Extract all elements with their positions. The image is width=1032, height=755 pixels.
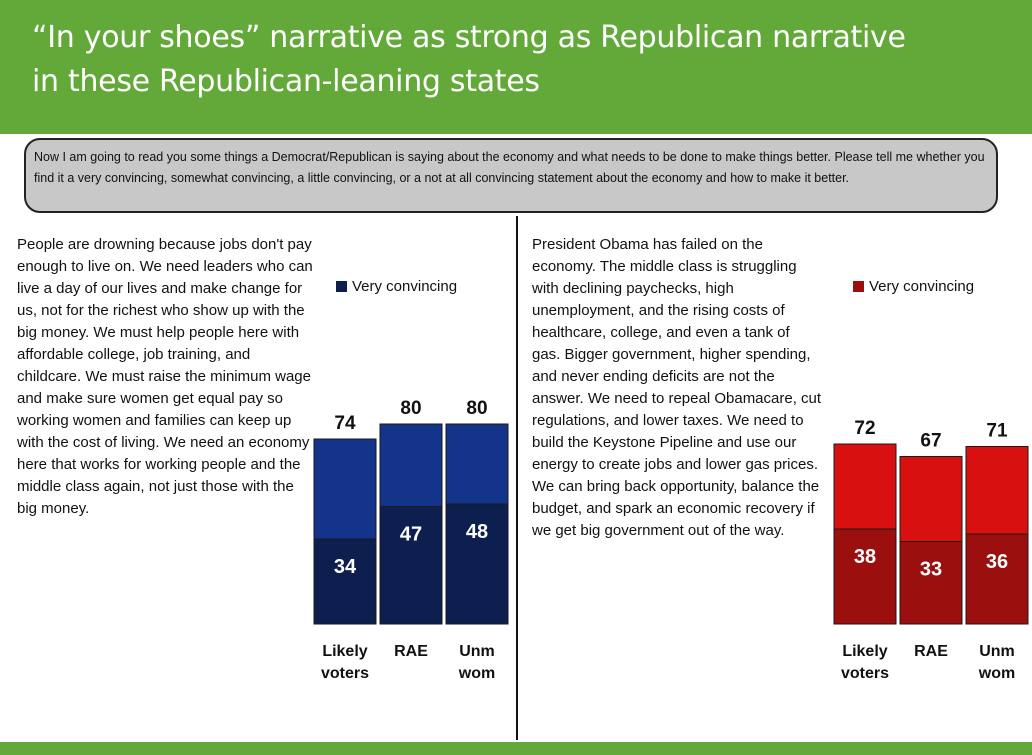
header-banner: “In your shoes” narrative as strong as R… — [0, 0, 1032, 134]
legend-swatch-right — [853, 281, 864, 292]
left-bar-rest-0 — [313, 438, 377, 540]
republican-message-text: President Obama has failed on the econom… — [532, 236, 822, 539]
right-category-label-2-0: Unm — [979, 643, 1015, 660]
right-bar-very-1 — [899, 541, 963, 625]
right-category-label-2-1: wom — [978, 665, 1015, 682]
left-bar-very-1 — [379, 506, 443, 625]
left-bar-rest-2 — [445, 423, 509, 505]
right-category-label-1-0: RAE — [914, 643, 948, 660]
right-bar-very-0 — [833, 528, 897, 625]
chart-democrat-narrative: 34 74 Likely voters 47 80 RAE 48 80 Unm wom — [313, 398, 509, 682]
column-divider — [516, 216, 518, 740]
right-bar-value-1: 33 — [920, 559, 942, 581]
left-category-label-0-1: voters — [321, 665, 369, 682]
democrat-message-text: People are drowning because jobs don't p… — [17, 236, 313, 517]
right-category-label-0-1: voters — [841, 665, 889, 682]
legend-label-left: Very convincing — [352, 278, 458, 295]
slide-title-line1: “In your shoes” narrative as strong as R… — [32, 20, 906, 55]
right-bar-total-2: 71 — [986, 421, 1008, 442]
legend-left: Very convincing — [336, 278, 457, 295]
right-bar-very-2 — [965, 533, 1029, 625]
legend-right: Very convincing — [853, 278, 974, 295]
left-bar-total-0: 74 — [334, 413, 356, 434]
right-bar-value-2: 36 — [986, 551, 1008, 573]
left-bar-value-1: 47 — [400, 524, 422, 546]
right-bar-rest-0 — [833, 443, 897, 530]
chart-republican-narrative: 38 72 Likely voters 33 67 RAE 36 71 Unm wom — [833, 418, 1029, 682]
left-category-label-1-0: RAE — [394, 643, 428, 660]
right-bar-rest-2 — [965, 446, 1029, 535]
right-bar-value-0: 38 — [854, 546, 876, 568]
legend-label-right: Very convincing — [869, 278, 975, 295]
left-category-label-2-0: Unm — [459, 643, 495, 660]
left-bar-very-0 — [313, 538, 377, 625]
left-bar-value-0: 34 — [334, 556, 357, 578]
right-bar-total-1: 67 — [920, 431, 941, 452]
slide-title-line2: in these Republican-leaning states — [32, 64, 540, 99]
question-box: Now I am going to read you some things a… — [24, 138, 998, 213]
right-category-label-0-0: Likely — [842, 643, 887, 660]
left-bar-rest-1 — [379, 423, 443, 507]
right-bar-total-0: 72 — [854, 418, 875, 439]
left-bar-total-1: 80 — [400, 398, 421, 419]
left-category-label-2-1: wom — [458, 665, 495, 682]
left-bar-value-2: 48 — [466, 521, 488, 543]
left-bar-total-2: 80 — [466, 398, 487, 419]
footer-bar — [0, 742, 1032, 755]
left-category-label-0-0: Likely — [322, 643, 367, 660]
right-bar-rest-1 — [899, 456, 963, 542]
legend-swatch-left — [336, 281, 347, 292]
left-bar-very-2 — [445, 503, 509, 625]
